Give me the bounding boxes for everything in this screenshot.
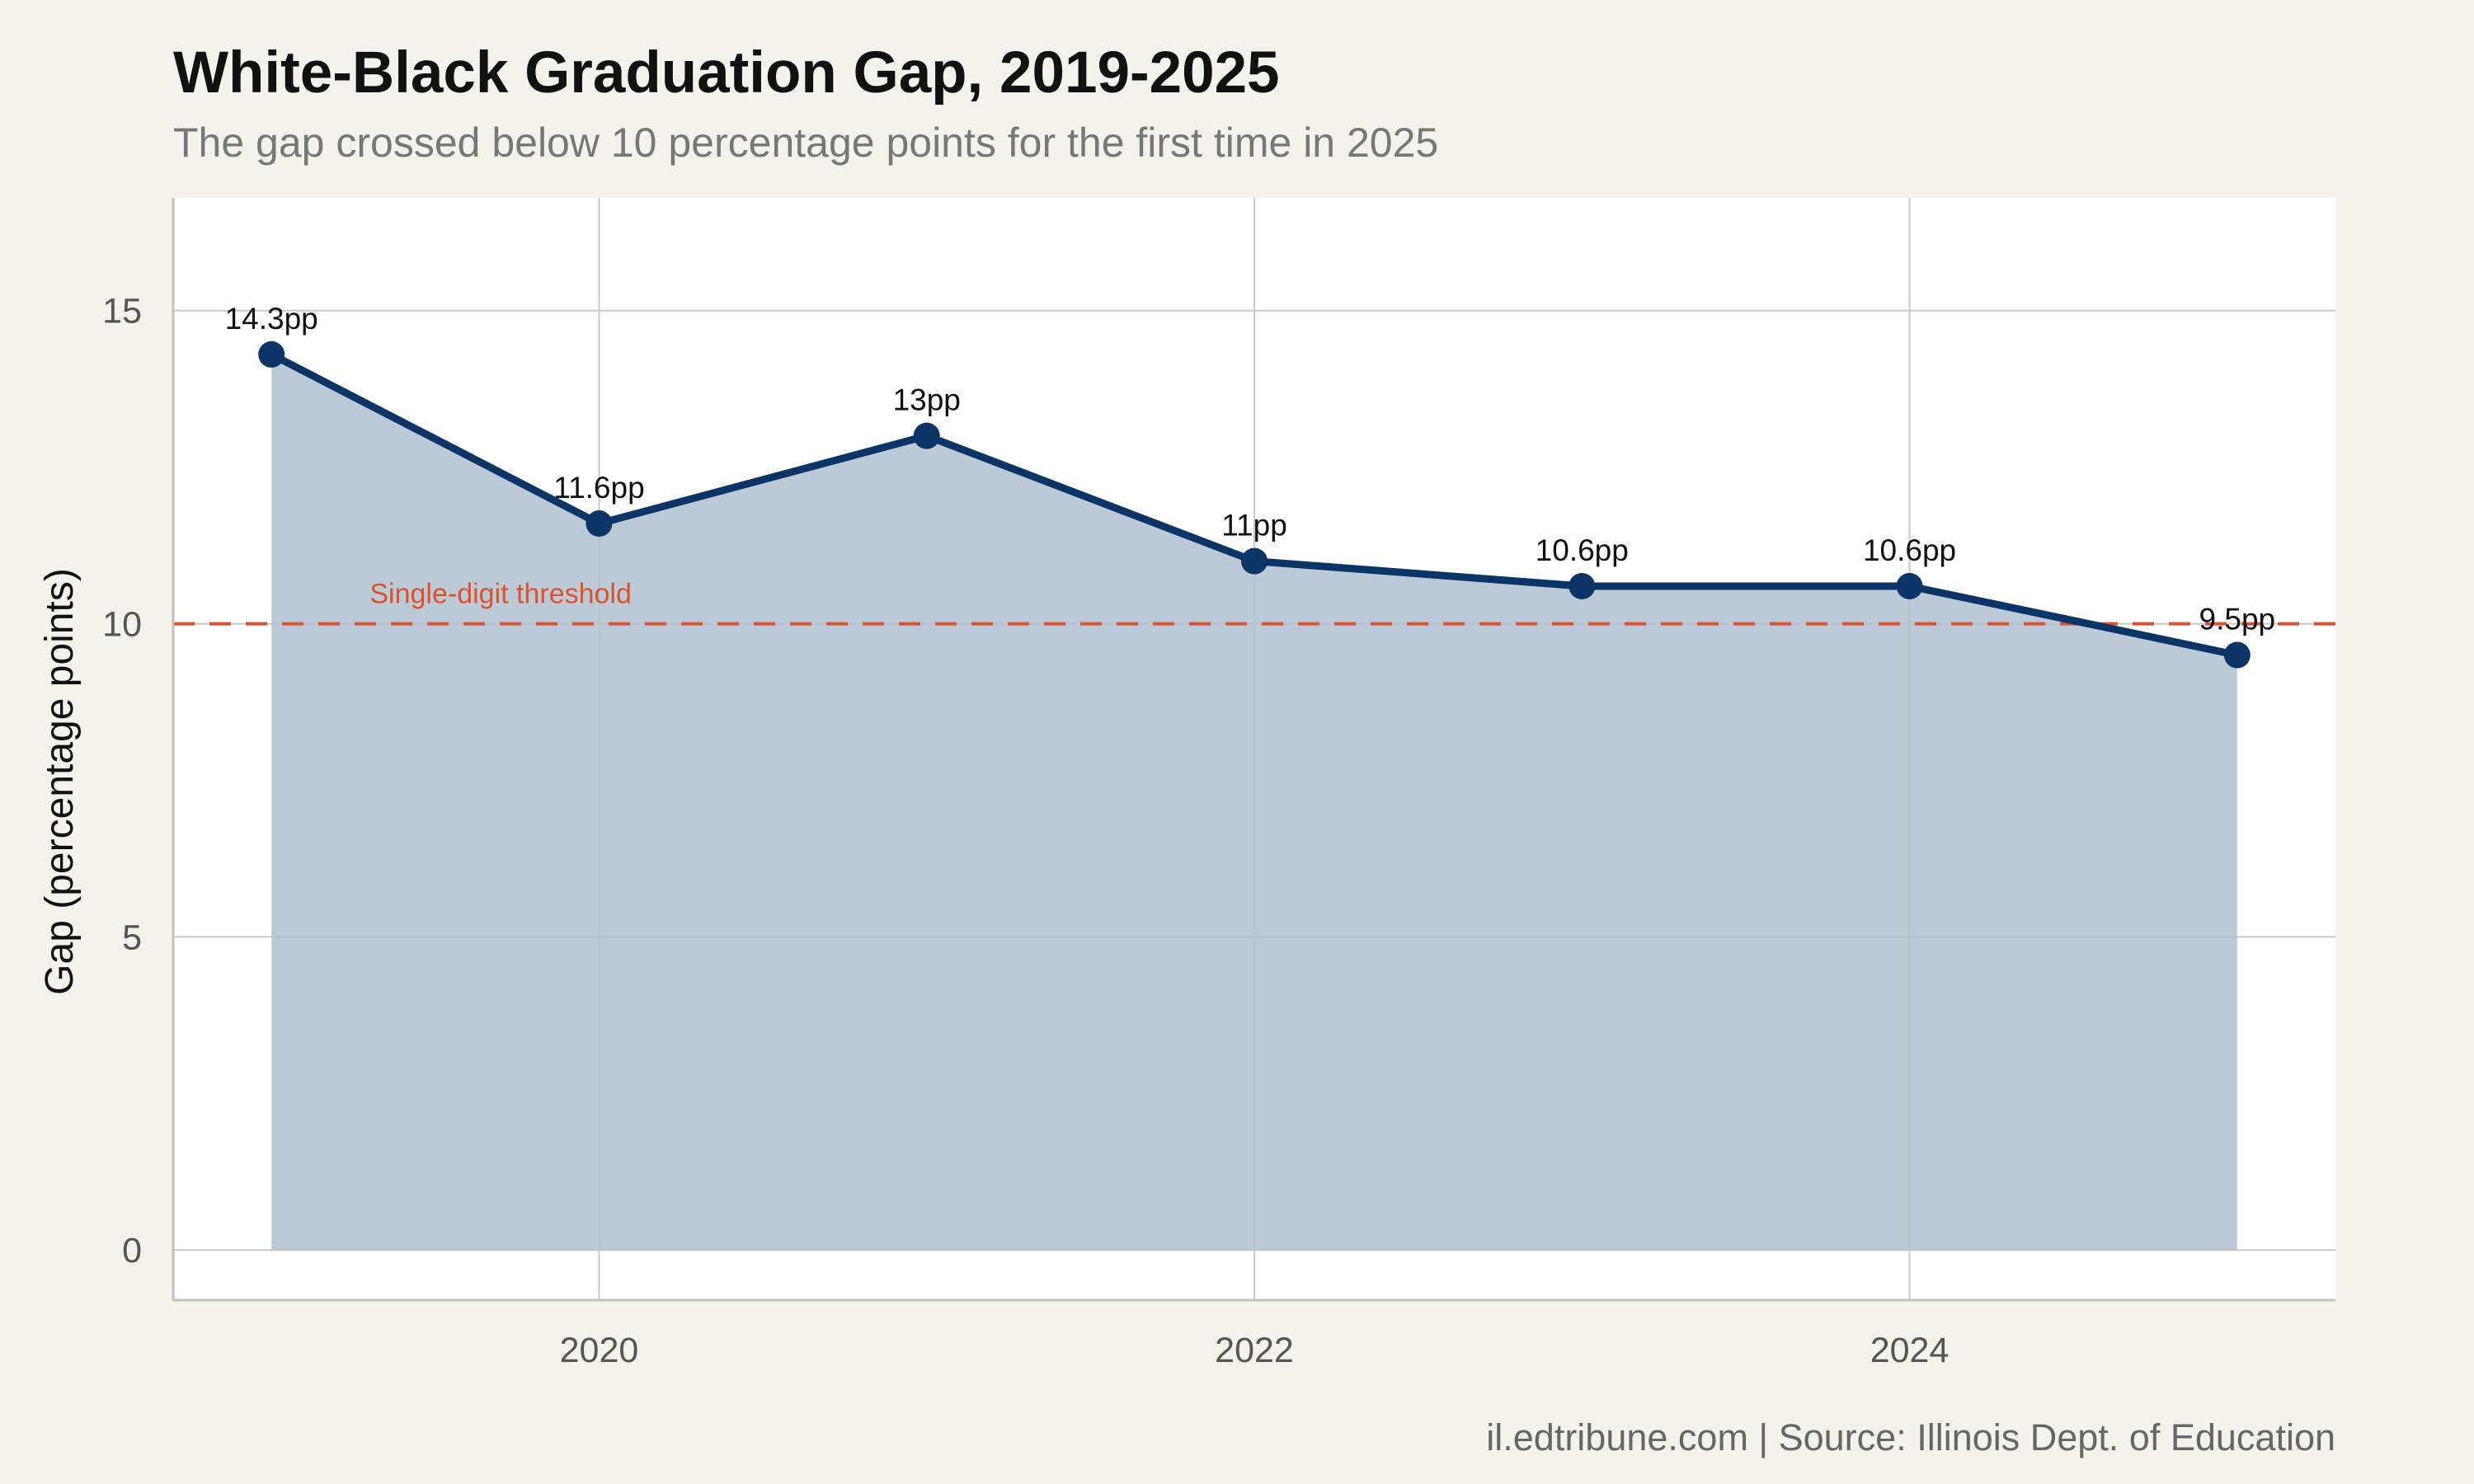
x-tick-label-2022: 2022	[1215, 1331, 1294, 1370]
area-fill	[271, 354, 2237, 1251]
data-label-2025: 9.5pp	[2199, 603, 2276, 636]
data-label-2021: 13pp	[893, 383, 961, 417]
y-tick-label-5: 5	[122, 918, 142, 957]
data-point-2020	[586, 510, 613, 538]
data-points	[258, 340, 2251, 669]
x-tick-label-2020: 2020	[560, 1331, 639, 1370]
area-fill-layer	[271, 354, 2237, 1251]
data-label-2020: 11.6pp	[553, 471, 644, 505]
data-label-2023: 10.6pp	[1536, 533, 1629, 567]
x-tick-label-2024: 2024	[1870, 1331, 1950, 1370]
y-tick-label-10: 10	[102, 605, 142, 645]
chart-title: White-Black Graduation Gap, 2019-2025	[173, 40, 1280, 106]
data-labels: 14.3pp 11.6pp 13pp 11pp 10.6pp 10.6pp 9.5pp	[225, 302, 2276, 636]
chart-caption: il.edtribune.com | Source: Illinois Dept…	[1486, 1416, 2335, 1458]
data-label-2022: 11pp	[1221, 509, 1287, 542]
y-axis-title: Gap (percentage points)	[38, 568, 82, 995]
data-label-2024: 10.6pp	[1863, 533, 1956, 567]
axes: 0 5 10 15 2020 2022 2024	[102, 198, 2335, 1370]
y-tick-label-15: 15	[102, 292, 142, 331]
data-point-2021	[913, 422, 940, 449]
y-tick-label-0: 0	[122, 1231, 142, 1270]
data-point-2022	[1241, 547, 1268, 575]
chart-subtitle: The gap crossed below 10 percentage poin…	[173, 120, 1438, 166]
data-point-2025	[2223, 641, 2251, 669]
threshold-layer: Single-digit threshold	[173, 579, 2335, 626]
data-point-2019	[258, 340, 285, 368]
data-label-2019: 14.3pp	[225, 302, 318, 336]
data-point-2024	[1896, 572, 1923, 599]
threshold-label: Single-digit threshold	[369, 579, 632, 610]
data-point-2023	[1569, 572, 1596, 599]
